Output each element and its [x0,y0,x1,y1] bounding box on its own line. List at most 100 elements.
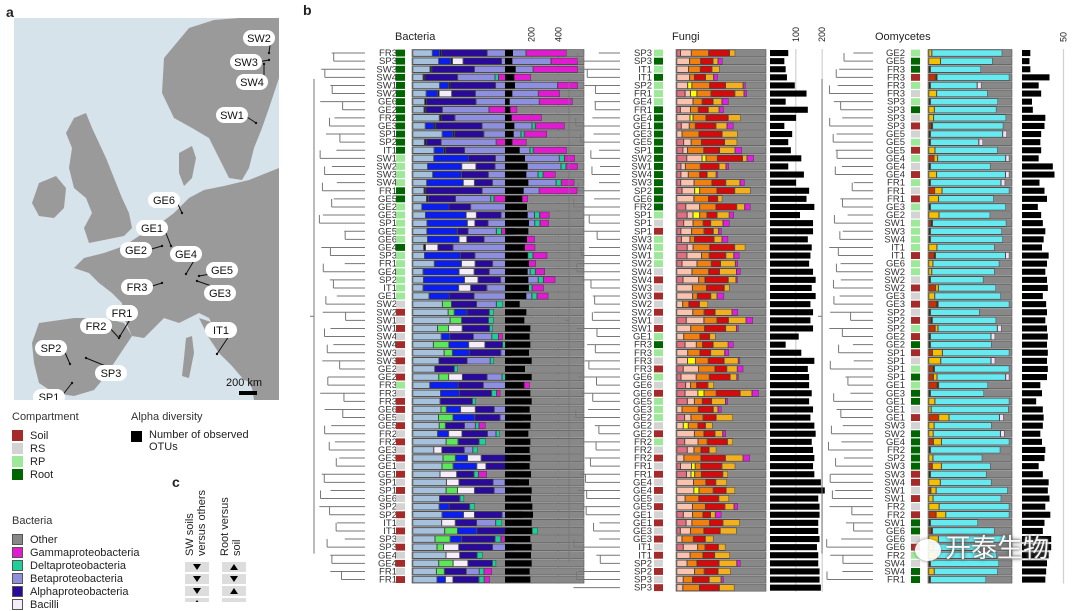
composition-segment [928,576,931,583]
composition-segment [442,106,489,113]
compartment-cell [911,487,920,494]
composition-segment [933,114,1007,122]
composition-segment [437,90,439,97]
alpha-diversity-bar [770,406,814,413]
sample-row: SW4 [884,567,1047,578]
composition-segment [445,576,453,583]
site-label-ge6: GE6 [153,195,175,207]
composition-segment [693,479,706,486]
compartment-cell [396,90,405,97]
composition-segment [446,487,458,494]
site-label-it1: IT1 [213,325,229,337]
sample-label: SP1 [634,145,652,156]
compartment-cell [396,114,405,122]
composition-segment [495,155,560,162]
compartment-legend-label: RP [30,455,46,468]
composition-segment [928,487,931,494]
sample-label: FR2 [887,510,905,521]
sample-label: SW1 [884,518,905,529]
compartment-cell [654,341,663,349]
sample-row: SW1 [884,486,1048,497]
sample-row: SW2 [376,89,585,100]
sample-row: FR2 [887,445,1046,456]
alpha-diversity-bar [770,519,819,526]
sample-label: SW3 [631,283,652,294]
compartment-legend-item-rs: RS [12,442,79,455]
composition-segment [412,462,442,470]
composition-segment [734,90,744,97]
composition-segment [412,349,445,357]
sample-row: SW3 [631,283,812,294]
composition-segment [440,398,473,405]
composition-segment [936,171,1006,178]
sample-label: FR3 [634,348,652,359]
sample-label: GE5 [633,396,652,407]
compartment-cell [911,414,920,421]
sample-label: FR1 [887,575,905,586]
sample-row: FR3 [634,348,802,359]
composition-segment [457,227,468,235]
composition-segment [687,398,695,405]
composition-segment [694,471,702,478]
composition-segment [928,349,933,357]
alpha-diversity-bar [505,301,520,308]
sample-label: SP3 [379,56,397,67]
alpha-diversity-bar [770,179,797,186]
composition-segment [463,179,475,186]
composition-segment [476,211,501,219]
composition-segment [486,462,507,470]
sample-row: SW3 [884,421,1043,432]
sample-row: GE3 [378,121,585,132]
composition-segment [472,398,476,405]
composition-segment [457,527,477,535]
composition-segment [696,381,708,389]
alpha-diversity-bar [770,276,816,283]
composition-segment [724,503,735,510]
sample-row: GE3 [633,526,819,537]
alpha-diversity-bar [1022,446,1046,453]
site-label-bg [95,365,127,381]
alpha-diversity-bar [1022,309,1047,316]
composition-segment [439,114,441,122]
composition-segment [711,179,726,186]
composition-segment [705,276,729,284]
compartment-cell [396,227,405,235]
site-arrowhead [262,62,266,66]
panel-a-letter: a [6,4,14,20]
alpha-diversity-bar [1022,252,1049,259]
composition-segment [684,414,691,421]
composition-segment [704,309,715,316]
sample-row: FR1 [379,575,585,586]
composition-segment [685,90,691,97]
composition-segment [676,203,686,211]
composition-segment [702,98,713,105]
compartment-cell [911,349,920,357]
alpha-diversity-bar [1022,357,1047,364]
compartment-cell [654,543,663,551]
composition-segment [676,503,693,510]
bacteria-legend-label: Gammaproteobacteria [30,546,140,559]
composition-segment [676,74,690,81]
composition-segment [526,49,567,57]
composition-segment [928,519,931,527]
sample-label: SP1 [379,486,397,497]
alpha-diversity-bar [770,187,810,194]
alpha-diversity-bar [505,357,532,364]
compartment-cell [911,365,920,373]
composition-segment [412,381,430,389]
sample-row: GE5 [886,145,1042,156]
alpha-diversity-bar [770,122,785,129]
composition-segment [685,203,700,211]
composition-segment [697,260,712,267]
composition-segment [700,65,712,73]
alpha-diversity-bar [505,155,525,162]
composition-segment [930,576,987,583]
composition-segment [732,309,739,316]
composition-segment [700,349,711,357]
composition-segment [698,438,708,446]
compartment-legend-swatch [12,443,23,454]
composition-segment [928,179,931,186]
sample-label: GE4 [378,550,397,561]
composition-segment [676,130,683,138]
composition-segment [441,333,450,340]
